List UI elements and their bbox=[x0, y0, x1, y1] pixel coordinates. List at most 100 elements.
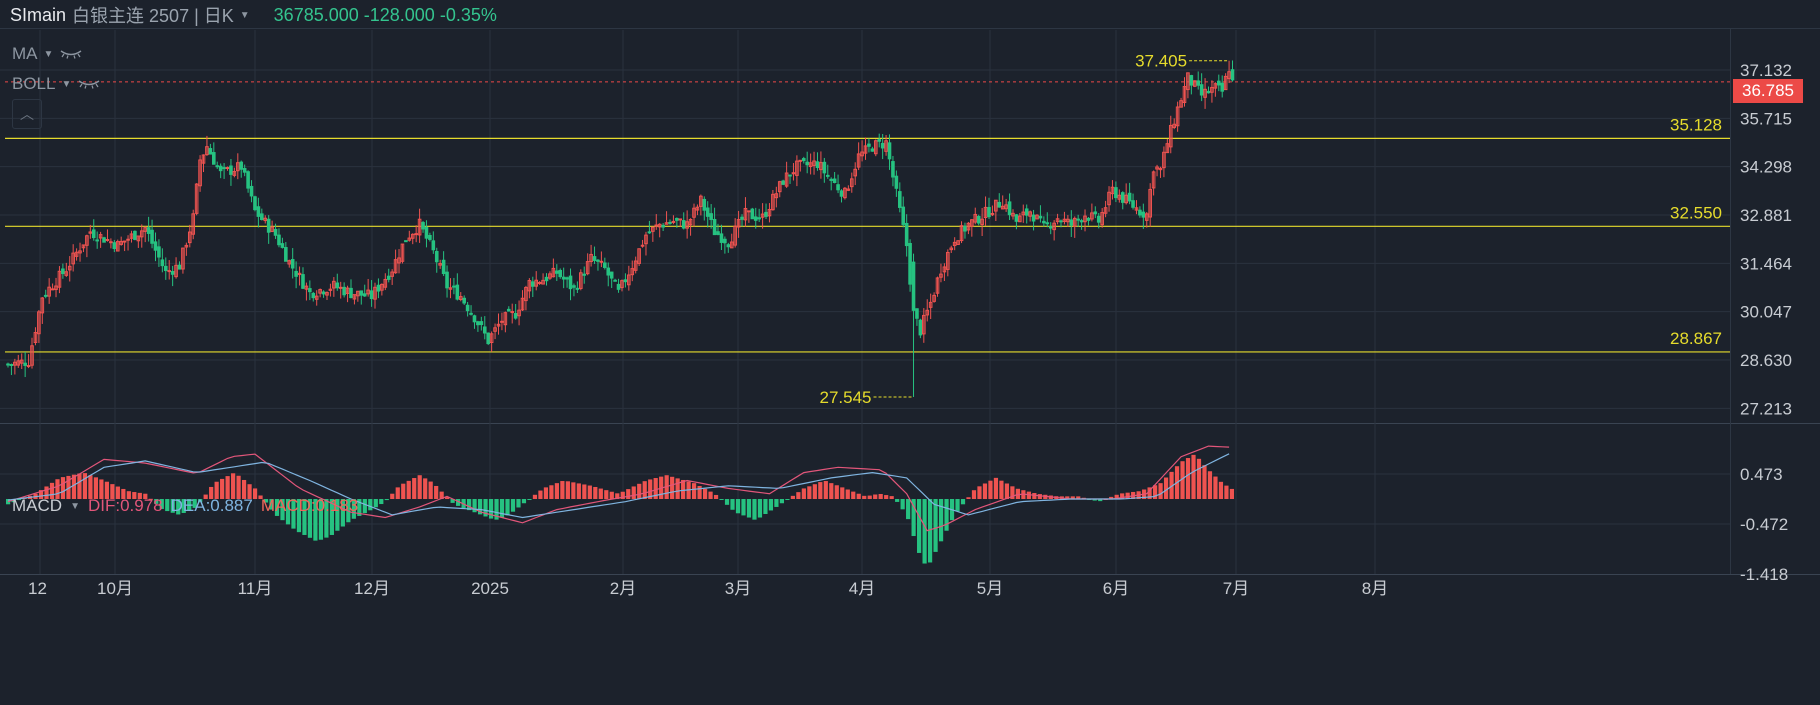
candle-body bbox=[1210, 86, 1214, 93]
candle-body bbox=[441, 259, 446, 275]
macd-bar bbox=[977, 486, 982, 500]
collapse-indicators-button[interactable]: ︿ bbox=[12, 99, 42, 129]
macd-bar bbox=[324, 499, 329, 538]
candle-body bbox=[277, 234, 281, 246]
macd-bar bbox=[494, 499, 499, 520]
candle-body bbox=[139, 230, 144, 238]
ma-visibility-icon[interactable] bbox=[59, 49, 83, 59]
candle-body bbox=[91, 229, 96, 239]
candle-body bbox=[1144, 213, 1149, 221]
candle-body bbox=[273, 228, 278, 236]
time-tick-label: 2月 bbox=[610, 579, 636, 598]
boll-indicator[interactable]: BOLL ▼ bbox=[12, 74, 101, 94]
candle-body bbox=[1090, 212, 1094, 220]
candle-body bbox=[853, 168, 858, 177]
candle-body bbox=[963, 225, 967, 232]
price-tick-label: 34.298 bbox=[1740, 158, 1792, 177]
candle-body bbox=[867, 143, 871, 147]
macd-bar bbox=[1010, 486, 1015, 500]
macd-bar bbox=[220, 478, 225, 500]
candle-body bbox=[102, 237, 106, 243]
candle-body bbox=[215, 165, 220, 168]
candle-body bbox=[1131, 200, 1135, 208]
candle-body bbox=[1052, 222, 1056, 231]
macd-bar bbox=[1032, 493, 1037, 500]
macd-bar bbox=[379, 499, 384, 505]
macd-bar bbox=[434, 485, 439, 500]
candle-body bbox=[647, 231, 652, 234]
candle-body bbox=[390, 271, 394, 277]
candle-body bbox=[966, 222, 971, 231]
macd-bar bbox=[412, 478, 417, 500]
candle-body bbox=[6, 363, 10, 366]
candle-body bbox=[970, 219, 974, 227]
chart-header: SImain 白银主连 2507 | 日K ▼ 36785.000 -128.0… bbox=[10, 4, 497, 27]
candle-body bbox=[338, 286, 343, 289]
candle-body bbox=[579, 272, 583, 289]
time-tick-label: 12 bbox=[28, 579, 47, 598]
symbol-label[interactable]: SImain bbox=[10, 4, 67, 25]
candle-body bbox=[57, 270, 62, 288]
macd-hist-value: MACD:0.183 bbox=[260, 496, 359, 515]
candle-body bbox=[184, 244, 189, 248]
macd-bar bbox=[1065, 496, 1070, 500]
macd-title[interactable]: MACD bbox=[12, 496, 63, 515]
macd-dropdown-icon[interactable]: ▼ bbox=[70, 500, 80, 512]
chevron-up-icon: ︿ bbox=[20, 106, 34, 122]
macd-dif-value: DIF:0.978 bbox=[87, 496, 163, 515]
candle-body bbox=[236, 162, 240, 172]
candle-body bbox=[695, 206, 700, 211]
candle-body bbox=[465, 304, 470, 312]
candle-body bbox=[232, 171, 237, 176]
macd-histogram bbox=[6, 454, 1235, 564]
macd-bar bbox=[582, 484, 587, 500]
macd-bar bbox=[302, 499, 307, 535]
macd-bar bbox=[456, 499, 461, 506]
candle-body bbox=[74, 251, 79, 257]
macd-bar bbox=[1092, 499, 1097, 501]
grid-lines bbox=[0, 30, 1730, 574]
ma-indicator[interactable]: MA ▼ bbox=[12, 44, 83, 64]
macd-bar bbox=[642, 481, 647, 500]
candle-body bbox=[115, 241, 120, 252]
macd-bar bbox=[126, 491, 131, 500]
candle-body bbox=[1182, 86, 1187, 103]
macd-bar bbox=[121, 488, 126, 500]
price-tick-label: 32.881 bbox=[1740, 206, 1792, 225]
candle-body bbox=[753, 216, 758, 221]
macd-bar bbox=[527, 499, 532, 501]
macd-bar bbox=[587, 485, 592, 500]
macd-bar bbox=[845, 489, 850, 500]
macd-bar bbox=[351, 499, 356, 519]
macd-bar bbox=[236, 475, 241, 500]
macd-bar bbox=[176, 499, 181, 515]
candle-body bbox=[345, 287, 350, 294]
contract-name[interactable]: 白银主连 2507 | 日K bbox=[72, 6, 234, 26]
ma-dropdown-icon[interactable]: ▼ bbox=[43, 48, 54, 60]
candle-body bbox=[922, 314, 926, 335]
candle-body bbox=[630, 268, 635, 276]
macd-bar bbox=[735, 499, 741, 514]
candle-body bbox=[781, 180, 785, 185]
macd-dea-value: DEA:0.887 bbox=[170, 496, 253, 515]
candle-body bbox=[942, 266, 947, 273]
macd-bar bbox=[291, 499, 296, 529]
macd-bar bbox=[307, 499, 313, 538]
candle-body bbox=[1138, 209, 1142, 216]
period-dropdown-icon[interactable]: ▼ bbox=[239, 9, 250, 21]
candle-body bbox=[915, 308, 919, 319]
macd-bar bbox=[104, 481, 109, 500]
candle-body bbox=[898, 191, 902, 208]
candle-body bbox=[877, 139, 882, 142]
macd-bar bbox=[357, 499, 362, 516]
boll-dropdown-icon[interactable]: ▼ bbox=[61, 78, 72, 90]
candle-body bbox=[956, 240, 960, 245]
boll-visibility-icon[interactable] bbox=[77, 79, 101, 89]
candle-body bbox=[301, 274, 305, 289]
candle-body bbox=[212, 152, 216, 165]
candle-body bbox=[1220, 82, 1225, 92]
candle-body bbox=[1069, 219, 1074, 226]
macd-bar bbox=[11, 499, 16, 503]
macd-bar bbox=[911, 499, 916, 537]
